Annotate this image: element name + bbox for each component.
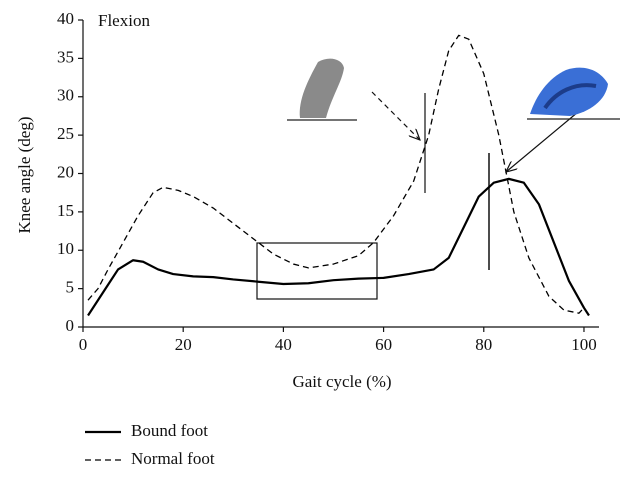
y-tick-label: 20 [57, 162, 74, 181]
arrow [371, 91, 420, 140]
x-tick-label: 60 [375, 335, 392, 354]
x-tick-label: 20 [175, 335, 192, 354]
y-tick-label: 35 [57, 47, 74, 66]
annotation: Flexion [98, 11, 150, 30]
y-tick-label: 5 [66, 278, 75, 297]
foot-image-normal [287, 58, 357, 121]
x-tick-label: 100 [571, 335, 597, 354]
data-line [87, 177, 590, 317]
y-axis-label: Knee angle (deg) [15, 116, 34, 233]
x-tick-label: 80 [475, 335, 492, 354]
highlight-box [256, 242, 378, 300]
y-tick-label: 15 [57, 201, 74, 220]
x-tick-label: 0 [79, 335, 88, 354]
y-tick-label: 0 [66, 316, 75, 335]
x-tick-label: 40 [275, 335, 292, 354]
y-tick-label: 25 [57, 124, 74, 143]
x-axis-label: Gait cycle (%) [292, 372, 391, 391]
y-tick-label: 10 [57, 239, 74, 258]
legend-label: Normal foot [131, 449, 215, 468]
y-tick-label: 30 [57, 86, 74, 105]
legend-label: Bound foot [131, 421, 208, 440]
arrow [506, 111, 579, 172]
foot-image-bound [527, 67, 620, 120]
y-tick-label: 40 [57, 9, 74, 28]
